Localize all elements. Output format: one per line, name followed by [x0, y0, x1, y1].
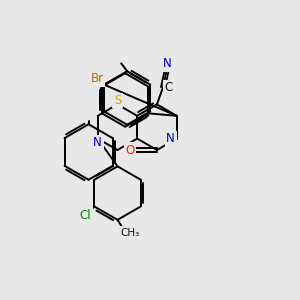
Text: O: O: [126, 143, 135, 157]
Text: N: N: [166, 132, 175, 145]
Text: S: S: [114, 94, 121, 107]
Text: N: N: [163, 57, 171, 70]
Text: CH₃: CH₃: [121, 228, 140, 238]
Text: Cl: Cl: [80, 209, 91, 222]
Text: C: C: [165, 81, 173, 94]
Text: Br: Br: [91, 72, 103, 85]
Text: N: N: [93, 136, 102, 149]
